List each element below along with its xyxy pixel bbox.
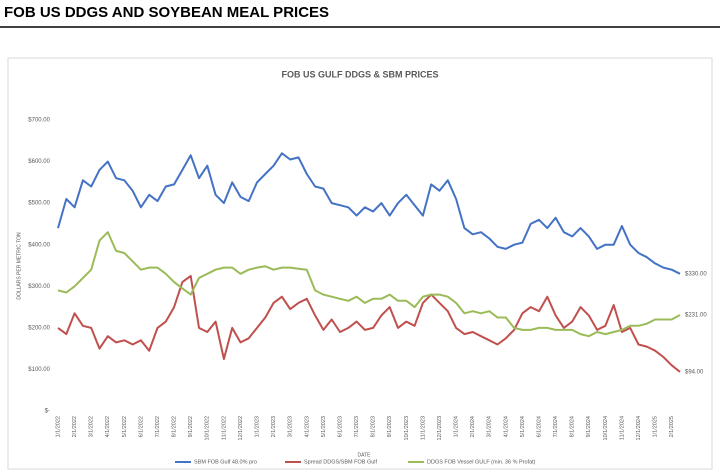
x-tick-label: 9/1/2022 bbox=[188, 416, 194, 437]
x-tick-label: 11/1/2022 bbox=[221, 416, 227, 440]
x-tick-label: 11/1/2023 bbox=[420, 416, 426, 440]
x-tick-label: 10/1/2022 bbox=[205, 416, 211, 440]
y-tick-label: $600.00 bbox=[28, 159, 50, 165]
x-tick-label: 5/1/2023 bbox=[321, 416, 327, 437]
y-tick-label: $100.00 bbox=[28, 367, 50, 373]
x-tick-label: 3/1/2023 bbox=[288, 416, 294, 437]
series-line bbox=[57, 231, 681, 338]
chart-title: FOB US GULF DDGS & SBM PRICES bbox=[281, 69, 438, 79]
series-line bbox=[57, 152, 681, 275]
y-tick-label: $- bbox=[45, 409, 50, 415]
x-tick-label: 7/1/2022 bbox=[155, 416, 161, 437]
y-tick-label: $200.00 bbox=[28, 325, 50, 331]
end-label: $94.00 bbox=[685, 370, 704, 376]
x-tick-label: 4/1/2022 bbox=[105, 416, 111, 437]
x-tick-label: 1/1/2023 bbox=[254, 416, 260, 437]
x-axis-label: DATE bbox=[358, 452, 372, 458]
x-tick-label: 1/1/2025 bbox=[653, 416, 659, 437]
legend-label: Spread DDGS/SBM FOB Gulf bbox=[304, 459, 378, 465]
y-axis-label: DOLLARS PER METRIC TON bbox=[16, 232, 22, 300]
y-tick-label: $300.00 bbox=[28, 284, 50, 290]
end-label: $330.00 bbox=[685, 271, 707, 277]
chart-frame bbox=[7, 57, 713, 470]
x-tick-label: 5/1/2024 bbox=[520, 416, 526, 437]
x-tick-label: 7/1/2023 bbox=[354, 416, 360, 437]
legend-label: DDGS FOB Vessel GULF (min. 36 % Profat) bbox=[427, 459, 536, 465]
page-title: FOB US DDGS AND SOYBEAN MEAL PRICES bbox=[4, 4, 329, 21]
x-tick-label: 10/1/2023 bbox=[404, 416, 410, 440]
x-tick-label: 4/1/2023 bbox=[304, 416, 310, 437]
x-tick-label: 8/1/2022 bbox=[172, 416, 178, 437]
x-tick-label: 1/1/2022 bbox=[55, 416, 61, 437]
x-tick-label: 2/1/2024 bbox=[470, 416, 476, 437]
x-tick-label: 1/1/2024 bbox=[454, 416, 460, 437]
x-tick-label: 9/1/2024 bbox=[586, 416, 592, 437]
x-tick-label: 6/1/2024 bbox=[536, 416, 542, 437]
x-tick-label: 6/1/2023 bbox=[337, 416, 343, 437]
x-tick-label: 2/1/2023 bbox=[271, 416, 277, 437]
x-tick-label: 8/1/2023 bbox=[371, 416, 377, 437]
x-tick-label: 9/1/2023 bbox=[387, 416, 393, 437]
x-tick-label: 5/1/2022 bbox=[122, 416, 128, 437]
y-tick-label: $700.00 bbox=[28, 118, 50, 124]
x-tick-label: 12/1/2022 bbox=[238, 416, 244, 440]
y-tick-label: $400.00 bbox=[28, 242, 50, 248]
x-tick-label: 6/1/2022 bbox=[138, 416, 144, 437]
x-tick-label: 4/1/2024 bbox=[503, 416, 509, 437]
y-tick-label: $500.00 bbox=[28, 201, 50, 207]
x-tick-label: 2/1/2022 bbox=[72, 416, 78, 437]
x-tick-label: 11/1/2024 bbox=[619, 416, 625, 440]
x-tick-label: 10/1/2024 bbox=[603, 416, 609, 440]
x-tick-label: 8/1/2024 bbox=[570, 416, 576, 437]
legend-label: SBM FOB Gulf 48.0% pro bbox=[194, 459, 257, 465]
x-tick-label: 2/1/2025 bbox=[669, 416, 675, 437]
end-label: $231.00 bbox=[685, 313, 707, 319]
x-tick-label: 3/1/2022 bbox=[89, 416, 95, 437]
series-line bbox=[57, 274, 681, 373]
x-tick-label: 3/1/2024 bbox=[487, 416, 493, 437]
x-tick-label: 12/1/2023 bbox=[437, 416, 443, 440]
x-tick-label: 12/1/2024 bbox=[636, 416, 642, 440]
x-tick-label: 7/1/2024 bbox=[553, 416, 559, 437]
